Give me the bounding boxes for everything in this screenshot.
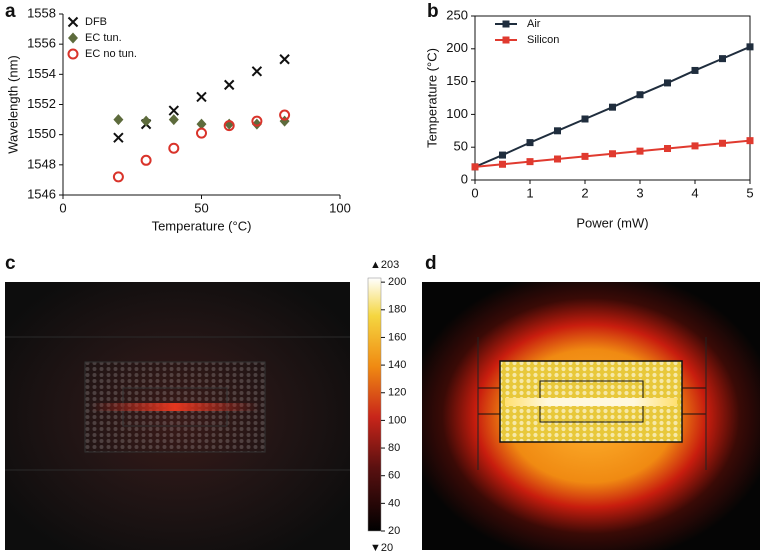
colorbar-tick-label: 100 bbox=[388, 414, 406, 426]
x-tick-label: 3 bbox=[636, 185, 643, 200]
marker bbox=[471, 163, 479, 171]
x-tick-label: 5 bbox=[746, 185, 753, 200]
marker bbox=[581, 115, 589, 123]
marker bbox=[664, 145, 671, 153]
marker bbox=[168, 142, 180, 154]
legend-label: Silicon bbox=[527, 34, 559, 46]
marker bbox=[746, 137, 754, 145]
x-tick-label: 4 bbox=[691, 185, 698, 200]
panel-label: d bbox=[425, 253, 437, 274]
marker bbox=[636, 147, 644, 155]
colorbar bbox=[367, 277, 382, 532]
panel-label: c bbox=[5, 253, 16, 274]
legend-marker bbox=[67, 16, 79, 28]
legend-marker bbox=[67, 48, 79, 60]
colorbar-tick-label: 160 bbox=[388, 331, 406, 343]
y-tick-label: 1554 bbox=[27, 66, 56, 81]
legend-label: EC tun. bbox=[85, 32, 122, 44]
y-tick-label: 1548 bbox=[27, 156, 56, 171]
marker bbox=[113, 114, 124, 126]
marker bbox=[196, 91, 207, 103]
marker bbox=[636, 91, 644, 99]
marker bbox=[140, 154, 152, 166]
marker bbox=[279, 54, 290, 65]
colorbar-tick-label: 140 bbox=[388, 359, 406, 371]
x-axis-title: Temperature (°C) bbox=[152, 218, 252, 233]
y-tick-label: 50 bbox=[454, 139, 468, 154]
marker bbox=[609, 103, 616, 111]
marker bbox=[719, 139, 726, 147]
marker bbox=[499, 160, 506, 168]
legend-marker bbox=[68, 32, 78, 44]
marker bbox=[223, 79, 235, 91]
marker bbox=[168, 105, 180, 116]
marker bbox=[554, 155, 561, 163]
legend-marker bbox=[502, 20, 510, 28]
marker bbox=[196, 127, 207, 139]
marker bbox=[719, 55, 726, 63]
colorbar-tick-label: 20 bbox=[388, 525, 400, 537]
y-tick-label: 1556 bbox=[27, 36, 56, 51]
x-tick-label: 100 bbox=[329, 200, 351, 215]
y-tick-label: 0 bbox=[461, 171, 468, 186]
marker bbox=[581, 152, 589, 160]
marker bbox=[223, 120, 235, 132]
y-axis-title: Wavelength (nm) bbox=[5, 55, 20, 154]
legend-label: EC no tun. bbox=[85, 48, 137, 60]
y-tick-label: 1552 bbox=[27, 96, 56, 111]
x-axis-title: Power (mW) bbox=[576, 215, 648, 230]
x-tick-label: 1 bbox=[526, 185, 533, 200]
panel-label: b bbox=[427, 1, 439, 22]
heatmap-c bbox=[5, 282, 350, 550]
marker bbox=[609, 150, 616, 158]
colorbar-tick-label: 60 bbox=[388, 470, 400, 482]
marker bbox=[251, 66, 263, 77]
y-axis-title: Temperature (°C) bbox=[424, 48, 439, 148]
legend-marker bbox=[502, 36, 510, 44]
marker bbox=[526, 139, 534, 147]
marker bbox=[168, 114, 179, 126]
marker bbox=[113, 132, 124, 143]
y-tick-label: 150 bbox=[446, 73, 468, 88]
marker bbox=[279, 109, 291, 121]
x-tick-label: 50 bbox=[194, 200, 208, 215]
y-tick-label: 250 bbox=[446, 7, 468, 22]
marker bbox=[554, 127, 561, 135]
hot-line bbox=[505, 398, 677, 406]
colorbar-min-label: ▼20 bbox=[370, 542, 393, 552]
y-tick-label: 200 bbox=[446, 40, 468, 55]
marker bbox=[746, 43, 754, 51]
x-tick-label: 2 bbox=[581, 185, 588, 200]
hot-line bbox=[90, 403, 260, 411]
x-tick-label: 0 bbox=[59, 200, 66, 215]
marker bbox=[691, 66, 699, 74]
marker bbox=[251, 115, 263, 127]
marker bbox=[141, 115, 152, 127]
plot-frame bbox=[474, 15, 751, 181]
x-tick-label: 0 bbox=[471, 185, 478, 200]
colorbar-tick-label: 80 bbox=[388, 442, 400, 454]
colorbar-tick-label: 40 bbox=[388, 497, 400, 509]
marker bbox=[499, 151, 506, 159]
marker bbox=[664, 79, 671, 87]
y-tick-label: 1546 bbox=[27, 186, 56, 201]
marker bbox=[251, 118, 262, 130]
heatmap-d bbox=[422, 282, 760, 550]
colorbar-tick-label: 200 bbox=[388, 276, 406, 288]
marker bbox=[526, 158, 534, 166]
marker bbox=[112, 171, 124, 183]
colorbar-tick-label: 120 bbox=[388, 387, 406, 399]
legend-label: Air bbox=[527, 18, 541, 30]
panel-label: a bbox=[5, 1, 16, 22]
marker bbox=[196, 118, 207, 130]
y-tick-label: 1558 bbox=[27, 5, 56, 20]
y-tick-label: 100 bbox=[446, 106, 468, 121]
legend-label: DFB bbox=[85, 16, 107, 28]
marker bbox=[691, 142, 699, 150]
y-tick-label: 1550 bbox=[27, 126, 56, 141]
colorbar-max-label: ▲203 bbox=[370, 259, 399, 271]
colorbar-tick-label: 180 bbox=[388, 304, 406, 316]
